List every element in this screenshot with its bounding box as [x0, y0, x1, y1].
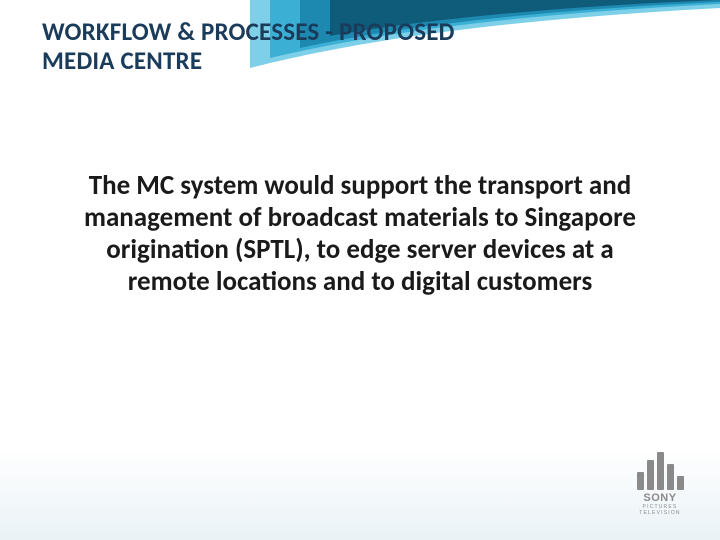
logo-brand-text: SONY — [630, 493, 690, 504]
logo-bars-icon — [630, 452, 690, 490]
logo-bar — [657, 452, 664, 490]
presentation-slide: WORKFLOW & PROCESSES - PROPOSED MEDIA CE… — [0, 0, 720, 540]
logo-bar — [647, 460, 654, 490]
logo-line3-text: TELEVISION — [630, 511, 690, 516]
slide-body-text: The MC system would support the transpor… — [70, 170, 650, 297]
logo-bar — [677, 476, 684, 490]
sony-pictures-logo: SONY PICTURES TELEVISION — [630, 452, 690, 516]
logo-bar — [667, 464, 674, 490]
footer-gradient — [0, 450, 720, 540]
slide-title: WORKFLOW & PROCESSES - PROPOSED MEDIA CE… — [42, 18, 462, 76]
logo-bar — [637, 472, 644, 490]
